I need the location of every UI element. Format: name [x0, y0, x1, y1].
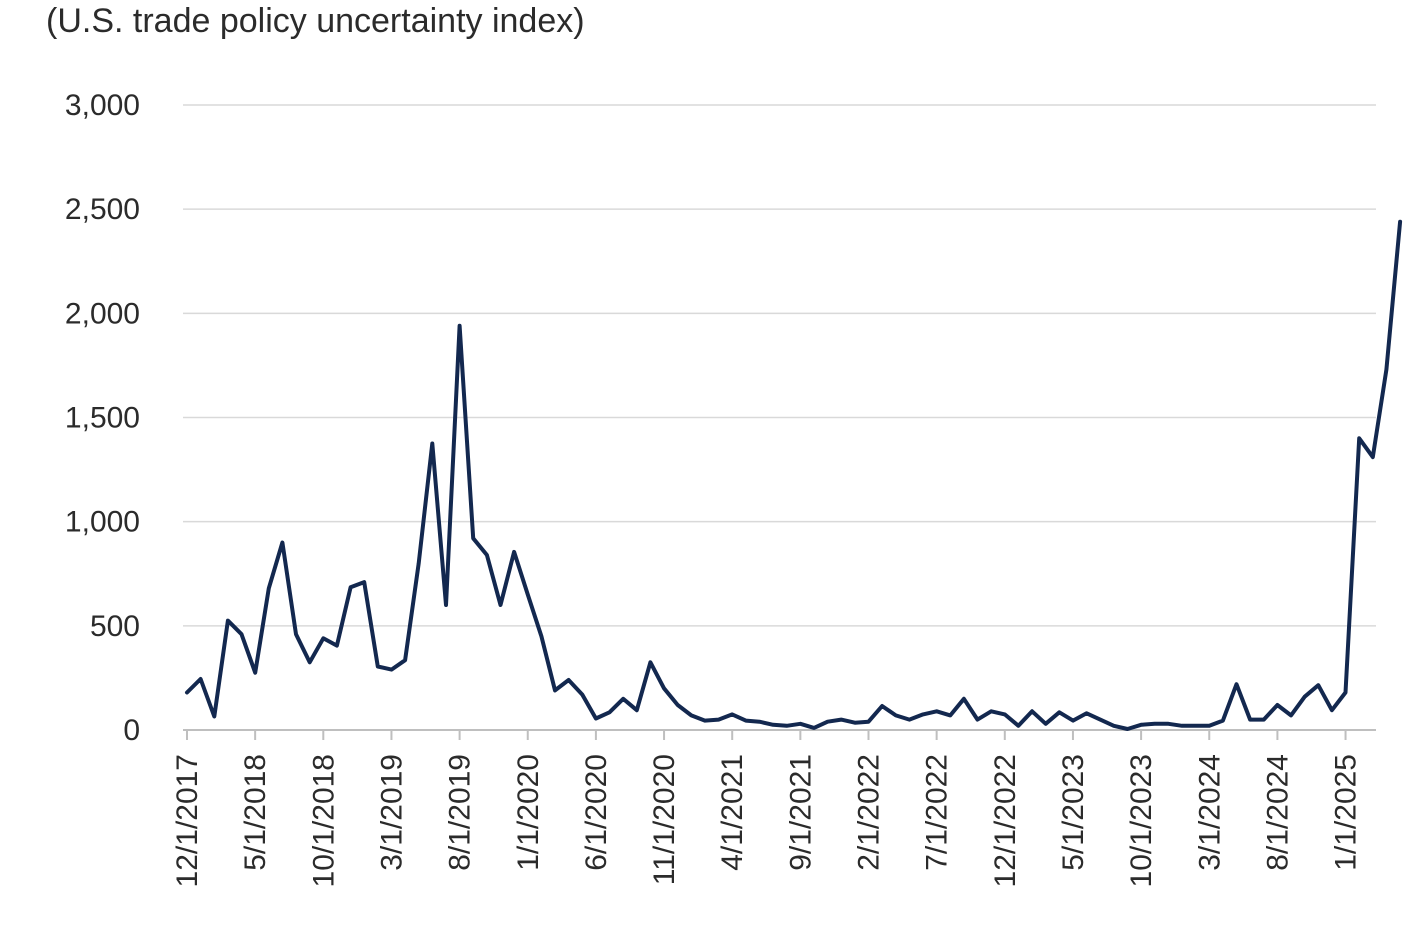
- y-axis: 0 500 1,000 1,500 2,000 2,500 3,000: [65, 89, 140, 747]
- x-tick-label: 12/1/2017: [171, 754, 204, 887]
- chart-title: (U.S. trade policy uncertainty index): [46, 2, 585, 40]
- x-tick-label: 5/1/2018: [239, 754, 272, 871]
- x-tick-label: 11/1/2020: [648, 754, 681, 885]
- x-tick-label: 9/1/2021: [784, 754, 817, 871]
- x-tick-label: 2/1/2022: [853, 754, 886, 871]
- x-tick-label: 4/1/2021: [716, 754, 749, 871]
- x-tick-label: 7/1/2022: [921, 754, 954, 871]
- y-tick-label: 1,500: [65, 402, 140, 435]
- x-tick-label: 12/1/2022: [989, 754, 1022, 887]
- x-tick-label: 8/1/2024: [1261, 754, 1294, 871]
- x-tick-label: 6/1/2020: [580, 754, 613, 871]
- x-tick-label: 3/1/2019: [375, 754, 408, 871]
- y-tick-label: 1,000: [65, 506, 140, 539]
- y-tick-label: 0: [123, 714, 140, 747]
- y-tick-label: 2,000: [65, 297, 140, 330]
- x-tick-label: 10/1/2018: [307, 754, 340, 887]
- x-tick-label: 1/1/2020: [512, 754, 545, 871]
- y-tick-label: 2,500: [65, 193, 140, 226]
- gridlines: [183, 104, 1376, 627]
- series-line: [185, 219, 1403, 731]
- series-layer: [185, 219, 1403, 731]
- x-tick-label: 10/1/2023: [1125, 754, 1158, 887]
- x-tick-label: 3/1/2024: [1193, 754, 1226, 871]
- x-tick-label: 5/1/2023: [1057, 754, 1090, 871]
- x-tick-label: 8/1/2019: [444, 754, 477, 871]
- x-axis: 12/1/2017 5/1/2018 10/1/2018 3/1/2019 8/1/20…: [171, 729, 1376, 887]
- y-tick-label: 3,000: [65, 89, 140, 122]
- y-tick-label: 500: [90, 610, 140, 643]
- x-tick-label: 1/1/2025: [1330, 754, 1363, 871]
